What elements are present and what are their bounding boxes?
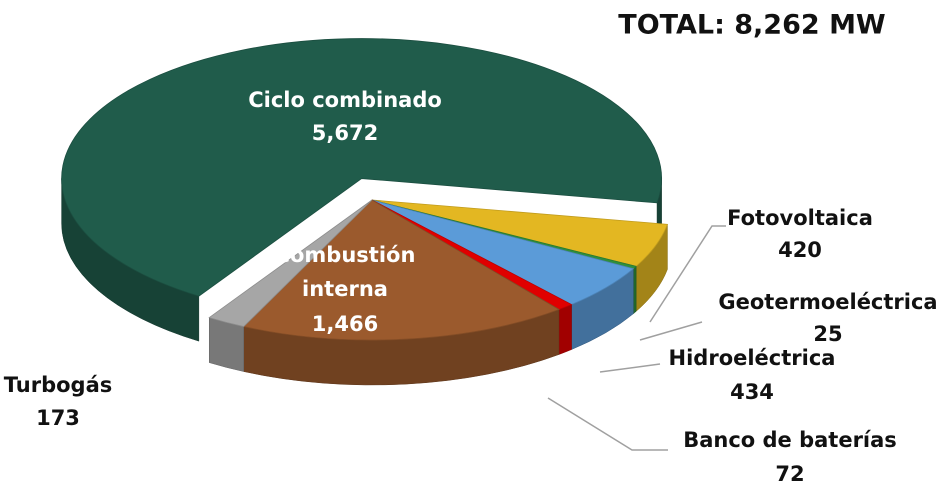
leader-line [639, 321, 703, 341]
slice-value: 173 [36, 406, 80, 430]
slice-side [558, 304, 572, 355]
slice [242, 199, 560, 341]
slice-name: Hidroeléctrica [668, 346, 836, 370]
slice [61, 38, 662, 297]
leader-line [599, 363, 661, 373]
slice-value: 1,466 [311, 312, 379, 336]
slice-value: 420 [778, 238, 822, 262]
slice-value: 5,672 [311, 121, 379, 145]
leader-line [649, 225, 726, 323]
slice [208, 199, 373, 327]
slice-name: Geotermoeléctrica [718, 290, 938, 314]
chart-title: TOTAL: 8,262 MW [618, 9, 886, 41]
slice-name: Fotovoltaica [727, 206, 873, 230]
slice-value: 25 [813, 322, 843, 346]
slice-name: Combustión interna [274, 243, 416, 301]
slice-value: 72 [775, 462, 805, 486]
slice-name: Banco de baterías [683, 428, 897, 452]
slice-name: Turbogás [3, 373, 113, 397]
slice-side [633, 265, 637, 315]
leader-line [547, 397, 668, 451]
slice-name: Ciclo combinado [248, 88, 442, 112]
slice-value: 434 [730, 380, 774, 404]
